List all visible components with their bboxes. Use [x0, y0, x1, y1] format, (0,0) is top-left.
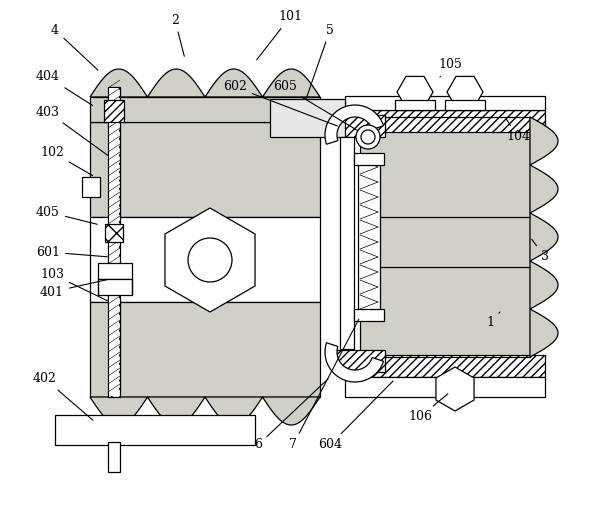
- Polygon shape: [436, 367, 474, 411]
- Bar: [340, 137, 354, 349]
- Polygon shape: [325, 343, 383, 382]
- Text: 405: 405: [36, 206, 97, 225]
- Bar: [360, 117, 530, 357]
- Text: 2: 2: [171, 14, 184, 56]
- Bar: [445, 100, 485, 110]
- Bar: [108, 87, 120, 397]
- Bar: [354, 309, 384, 321]
- Bar: [335, 350, 385, 372]
- Polygon shape: [530, 117, 558, 357]
- Bar: [55, 415, 255, 445]
- Bar: [90, 302, 320, 397]
- Text: 605: 605: [273, 81, 358, 131]
- Bar: [100, 302, 320, 397]
- Bar: [109, 88, 119, 396]
- Circle shape: [188, 238, 232, 282]
- Text: 7: 7: [289, 319, 359, 452]
- Text: 601: 601: [36, 246, 107, 259]
- Text: 403: 403: [36, 105, 108, 155]
- Text: 404: 404: [36, 71, 93, 105]
- Text: 3: 3: [532, 239, 549, 264]
- Text: 106: 106: [408, 394, 448, 424]
- Text: 604: 604: [318, 381, 393, 452]
- Bar: [345, 355, 545, 377]
- Bar: [104, 100, 124, 122]
- Polygon shape: [90, 69, 320, 97]
- Polygon shape: [447, 76, 483, 108]
- Bar: [354, 153, 384, 165]
- Bar: [108, 442, 120, 472]
- Bar: [345, 96, 545, 110]
- Bar: [395, 100, 435, 110]
- Text: 104: 104: [506, 119, 530, 143]
- Polygon shape: [165, 208, 255, 312]
- Bar: [345, 110, 545, 132]
- Bar: [360, 117, 530, 357]
- Bar: [82, 177, 100, 197]
- Circle shape: [361, 130, 375, 144]
- Bar: [98, 279, 132, 295]
- Circle shape: [356, 125, 380, 149]
- Text: 5: 5: [306, 24, 334, 100]
- Bar: [100, 102, 320, 217]
- Bar: [270, 99, 345, 137]
- Text: 402: 402: [33, 373, 93, 420]
- Bar: [335, 115, 385, 137]
- Text: 105: 105: [438, 58, 462, 77]
- Text: 602: 602: [223, 81, 337, 126]
- Text: 401: 401: [40, 280, 107, 298]
- Bar: [90, 122, 320, 217]
- Polygon shape: [325, 105, 383, 144]
- Bar: [358, 157, 380, 317]
- Text: 101: 101: [257, 11, 302, 60]
- Bar: [345, 377, 545, 397]
- Text: 103: 103: [40, 268, 108, 301]
- Text: 6: 6: [254, 379, 328, 452]
- Text: 1: 1: [486, 312, 500, 328]
- Polygon shape: [90, 397, 320, 425]
- Polygon shape: [397, 76, 433, 108]
- Bar: [90, 97, 320, 122]
- Bar: [90, 217, 320, 302]
- Bar: [98, 263, 132, 279]
- Bar: [105, 224, 123, 242]
- Text: 4: 4: [51, 24, 98, 70]
- Text: 102: 102: [40, 145, 93, 175]
